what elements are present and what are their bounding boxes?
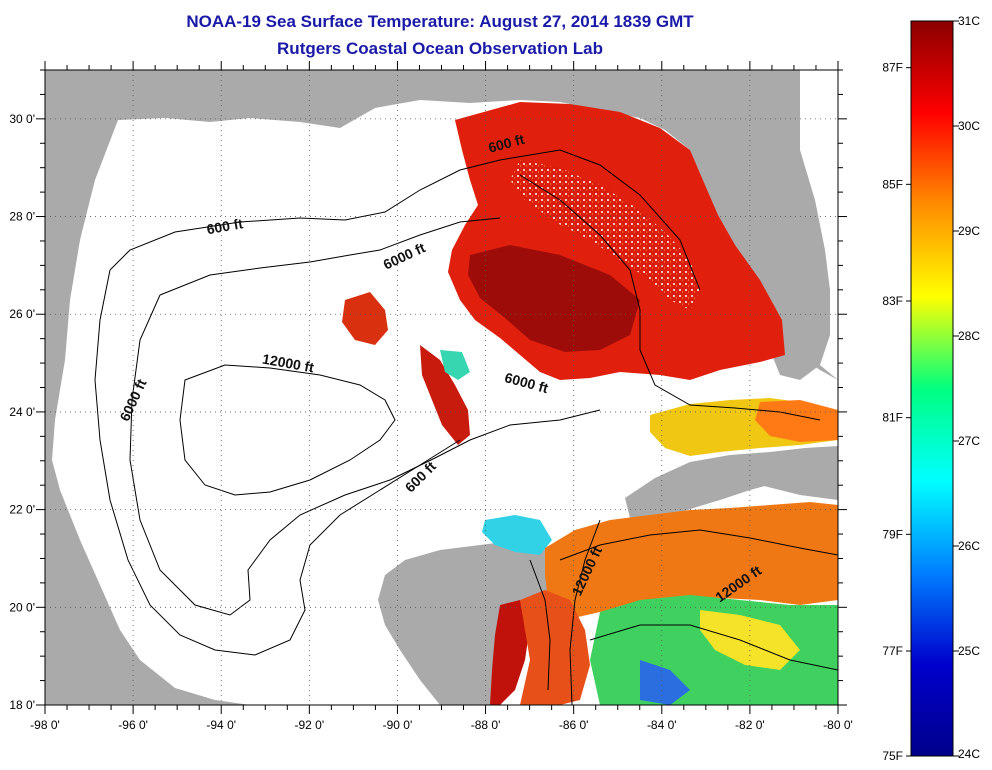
- sst-patch-caribbean-warm: [545, 502, 838, 620]
- lat-tick-label: 28 0': [9, 210, 35, 224]
- lon-tick-label: -82 0': [735, 718, 765, 732]
- lon-tick-label: -86 0': [559, 718, 589, 732]
- lon-tick-label: -94 0': [206, 718, 236, 732]
- colorbar-celsius-label: 29C: [958, 224, 980, 238]
- colorbar-celsius-label: 28C: [958, 329, 980, 343]
- cuba-landmass: [625, 446, 838, 520]
- lon-tick-label: -98 0': [30, 718, 60, 732]
- contour-yucatan-channel: [529, 519, 601, 705]
- contour-12000ft-basin: [179, 364, 396, 496]
- lon-tick-label: -80 0': [823, 718, 853, 732]
- colorbar-fahrenheit-label: 79F: [882, 527, 903, 541]
- sst-patch-cloud-bands: [510, 160, 700, 310]
- colorbar-fahrenheit-label: 87F: [882, 61, 903, 75]
- colorbar-celsius-label: 24C: [958, 747, 980, 761]
- lon-tick-label: -96 0': [118, 718, 148, 732]
- sst-patch-darkred-core: [468, 245, 640, 352]
- sst-patch-caribbean-west: [520, 590, 590, 705]
- colorbar-fahrenheit-label: 81F: [882, 411, 903, 425]
- colorbar: [910, 20, 954, 757]
- sst-patch-caribbean-blue: [640, 660, 690, 705]
- colorbar-fahrenheit-label: 77F: [882, 644, 903, 658]
- contour-label: 600 ft: [205, 215, 244, 237]
- contour-600ft-west: [94, 269, 461, 656]
- contour-6000ft-west: [129, 217, 601, 616]
- lon-tick-label: -90 0': [383, 718, 413, 732]
- colorbar-celsius-label: 26C: [958, 539, 980, 553]
- atlantic-ocean: [800, 70, 838, 380]
- sst-patch-cool-mid: [440, 350, 470, 380]
- colorbar-celsius-label: 31C: [958, 14, 980, 28]
- lat-tick-label: 20 0': [9, 600, 35, 614]
- lat-tick-label: 30 0': [9, 112, 35, 126]
- lon-tick-label: -84 0': [647, 718, 677, 732]
- lat-tick-label: 18 0': [9, 698, 35, 712]
- sst-patch-orange-keys: [755, 400, 838, 442]
- lon-tick-label: -92 0': [295, 718, 325, 732]
- contour-east-shelf: [519, 174, 821, 421]
- sst-patch-mid-stripe: [420, 345, 470, 445]
- yucatan-landmass: [378, 540, 560, 705]
- colorbar-fahrenheit-label: 83F: [882, 294, 903, 308]
- colorbar-celsius-label: 25C: [958, 644, 980, 658]
- map-title: NOAA-19 Sea Surface Temperature: August …: [186, 12, 694, 31]
- lat-tick-label: 24 0': [9, 405, 35, 419]
- contour-caribbean-12000: [559, 529, 838, 671]
- lat-tick-label: 22 0': [9, 503, 35, 517]
- contour-600ft-north: [109, 149, 701, 291]
- colorbar-fahrenheit-label: 75F: [882, 749, 903, 763]
- sst-patch-yucatan-strait: [482, 515, 552, 555]
- colorbar-celsius-label: 30C: [958, 119, 980, 133]
- sst-patch-loop-current: [342, 292, 388, 345]
- sst-patch-caribbean-cool: [590, 595, 838, 705]
- lat-tick-label: 26 0': [9, 307, 35, 321]
- colorbar-celsius-label: 27C: [958, 434, 980, 448]
- lon-tick-label: -88 0': [471, 718, 501, 732]
- map-subtitle: Rutgers Coastal Ocean Observation Lab: [277, 39, 603, 58]
- colorbar-fahrenheit-label: 85F: [882, 177, 903, 191]
- sst-patch-yucatan-red: [490, 600, 530, 705]
- florida-landmass: [680, 70, 830, 380]
